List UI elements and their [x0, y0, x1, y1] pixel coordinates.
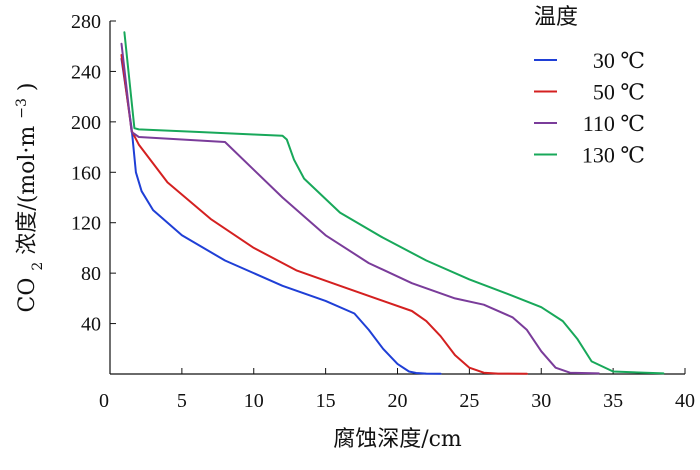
x-tick-label: 20	[388, 390, 408, 412]
x-tick-label: 0	[99, 390, 109, 412]
legend: 温度 30 ℃ 50 ℃ 110 ℃ 130 ℃	[534, 5, 645, 168]
y-tick-label: 240	[71, 61, 101, 83]
series-line	[123, 31, 665, 375]
y-tick-label: 80	[81, 263, 101, 285]
labels-layer: 腐蚀深度/cm CO 2 浓度/(mol·m −3 )	[14, 82, 462, 452]
legend-label: 30 ℃	[593, 48, 645, 73]
y-tick-label: 120	[71, 213, 101, 235]
series-line	[120, 57, 442, 375]
x-tick-label: 5	[177, 390, 187, 412]
legend-label: 50 ℃	[593, 80, 645, 105]
x-tick-label: 10	[244, 390, 264, 412]
y-tick-label: 280	[71, 11, 101, 33]
legend-label: 130 ℃	[582, 143, 645, 168]
x-tick-label: 25	[459, 390, 479, 412]
y-axis-title-part-a: CO	[15, 278, 40, 313]
x-tick-label: 35	[603, 390, 623, 412]
y-axis-title: CO 2 浓度/(mol·m −3 )	[14, 82, 46, 312]
y-axis-title-superscript: −3	[14, 98, 30, 119]
x-tick-label: 30	[531, 390, 551, 412]
legend-title: 温度	[534, 5, 578, 30]
y-axis-title-part-e: )	[15, 82, 40, 91]
x-axis-title: 腐蚀深度/cm	[333, 427, 462, 452]
series-line	[120, 54, 528, 375]
x-tick-label: 40	[675, 390, 695, 412]
y-tick-label: 160	[71, 162, 101, 184]
x-tick-label: 15	[316, 390, 336, 412]
legend-label: 110 ℃	[583, 111, 645, 136]
y-axis-title-part-c: 浓度/(mol·m	[15, 126, 40, 255]
y-axis-title-subscript: 2	[30, 262, 46, 271]
series-line	[120, 42, 600, 375]
axes-layer	[109, 21, 685, 375]
ticks-layer: 0 5 10 15 20 25 30 35 40 40 80 120 160 200 240 280	[71, 11, 695, 412]
y-tick-label: 40	[81, 314, 101, 336]
series-layer	[120, 31, 665, 375]
y-tick-label: 200	[71, 112, 101, 134]
